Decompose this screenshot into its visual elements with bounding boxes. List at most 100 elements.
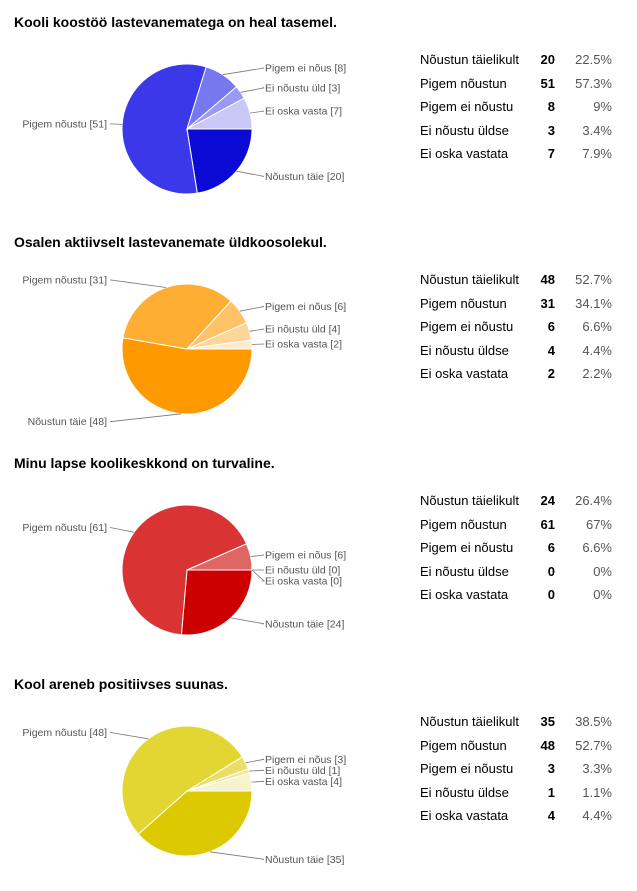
pie-slice-pigem-noustun [121, 63, 207, 195]
stats-table: Nõustun täielikult 24 26.4% Pigem nõustun 6… [420, 489, 612, 607]
answer-label: Pigem ei nõustu [420, 761, 514, 777]
answer-label: Ei oska vastata [420, 587, 509, 603]
answer-percent: 4.4% [582, 808, 612, 824]
answer-count: 0 [547, 563, 555, 579]
answer-label: Ei nõustu üldse [420, 122, 509, 138]
pie-leader-line [249, 110, 265, 114]
pie-slice-noustun-taielikult [186, 128, 253, 194]
stats-row: Ei nõustu üldse 3 3.4% [420, 119, 612, 143]
pie-leader-line [236, 170, 265, 177]
answer-percent: 2.2% [582, 366, 612, 382]
pie-leader-line [109, 527, 135, 533]
stats-row: Pigem nõustun 48 52.7% [420, 734, 612, 758]
pie-chart: Pigem ei nõus [3]Ei nõustu üld [1]Ei osk… [22, 725, 346, 866]
question-title: Osalen aktiivselt lastevanemate üldkooso… [14, 234, 327, 250]
question-block-1: Kooli koostöö lastevanematega on heal ta… [0, 14, 637, 229]
pie-slice-label: Pigem ei nõus [8] [265, 63, 346, 75]
pie-leader-line [240, 87, 265, 93]
question-block-4: Kool areneb positiivses suunas. Pigem ei… [0, 676, 637, 891]
answer-label: Nõustun täielikult [420, 272, 519, 288]
answer-percent: 6.6% [582, 540, 612, 556]
pie-chart: Pigem ei nõus [6] Ei nõustu üld [4] Ei osk… [22, 274, 346, 428]
answer-label: Ei oska vastata [420, 366, 509, 382]
pie-slice-ei-oska-vastata [186, 97, 253, 130]
pie-slice-label: Ei oska vasta [4] [265, 776, 342, 788]
answer-percent: 6.6% [582, 319, 612, 335]
pie-slice-label: Ei nõustu üld [1] [265, 765, 340, 777]
pie-leader-line [239, 306, 265, 312]
stats-row: Nõustun täielikult 48 52.7% [420, 268, 612, 292]
question-title: Minu lapse koolikeskkond on turvaline. [14, 455, 275, 471]
stats-row: Nõustun täielikult 24 26.4% [420, 489, 612, 513]
pie-leader-line [109, 279, 167, 288]
stats-row: Pigem ei nõustu 6 6.6% [420, 536, 612, 560]
stats-row: Ei nõustu üldse 1 1.1% [420, 781, 612, 805]
answer-count: 31 [540, 295, 555, 311]
question-block-3: Minu lapse koolikeskkond on turvaline. P… [0, 455, 637, 670]
answer-label: Pigem nõustun [420, 75, 507, 91]
pie-leader-line [248, 769, 265, 772]
pie-slice-label: Ei oska vasta [7] [265, 106, 342, 118]
pie-slice-label: Pigem nõustu [61] [22, 522, 107, 534]
pie-slice-label: Nõustun täie [20] [265, 171, 344, 183]
answer-count: 6 [547, 540, 555, 556]
stats-table: Nõustun täielikult 20 22.5% Pigem nõustun 5… [420, 48, 612, 166]
stats-table: Nõustun täielikult 48 52.7% Pigem nõustun 3… [420, 268, 612, 386]
stats-row: Ei nõustu üldse 4 4.4% [420, 339, 612, 363]
pie-slice-label: Pigem ei nõus [6] [265, 301, 346, 313]
pie-slice-noustun-taielikult [121, 337, 253, 415]
stats-row: Pigem nõustun 31 34.1% [420, 292, 612, 316]
answer-count: 35 [540, 714, 555, 730]
pie-slice-label: Pigem nõustu [51] [22, 118, 107, 130]
stats-row: Ei oska vastata 0 0% [420, 583, 612, 607]
answer-count: 7 [547, 146, 555, 162]
stats-row: Pigem ei nõustu 3 3.3% [420, 757, 612, 781]
pie-slice-label: Nõustun täie [48] [28, 416, 107, 428]
pie-slice-label: Nõustun täie [24] [265, 618, 344, 630]
stats-row: Pigem ei nõustu 6 6.6% [420, 315, 612, 339]
answer-count: 4 [547, 808, 555, 824]
pie-leader-line [245, 758, 265, 764]
answer-percent: 67% [585, 516, 612, 532]
question-title: Kool areneb positiivses suunas. [14, 676, 228, 692]
answer-count: 3 [547, 122, 555, 138]
pie-leader-line [251, 569, 266, 582]
pie-slice-label: Ei nõustu üld [4] [265, 324, 340, 336]
answer-label: Pigem ei nõustu [420, 319, 514, 335]
answer-label: Ei oska vastata [420, 808, 509, 824]
answer-percent: 26.4% [575, 493, 612, 509]
answer-percent: 7.9% [582, 146, 612, 162]
answer-count: 6 [547, 319, 555, 335]
pie-leader-line [222, 67, 265, 76]
answer-label: Pigem ei nõustu [420, 540, 514, 556]
pie-slice-label: Pigem ei nõus [6] [265, 550, 346, 562]
question-title: Kooli koostöö lastevanematega on heal ta… [14, 14, 337, 30]
pie-leader-line [109, 413, 182, 423]
pie-slice-label: Pigem ei nõus [3] [265, 754, 346, 766]
stats-row: Nõustun täielikult 20 22.5% [420, 48, 612, 72]
answer-label: Ei oska vastata [420, 146, 509, 162]
answer-percent: 57.3% [575, 75, 612, 91]
pie-leader-line [209, 851, 265, 860]
stats-row: Nõustun täielikult 35 38.5% [420, 710, 612, 734]
stats-row: Pigem ei nõustu 8 9% [420, 95, 612, 119]
pie-leader-line [251, 780, 265, 783]
pie-slice-ei-oska-vastata [186, 772, 253, 792]
answer-percent: 3.4% [582, 122, 612, 138]
question-block-2: Osalen aktiivselt lastevanemate üldkooso… [0, 234, 637, 449]
answer-label: Nõustun täielikult [420, 493, 519, 509]
pie-leader-line [250, 554, 265, 557]
pie-slice-label: Ei oska vasta [0] [265, 576, 342, 588]
answer-percent: 38.5% [575, 714, 612, 730]
answer-label: Pigem nõustun [420, 737, 507, 753]
stats-row: Ei oska vastata 7 7.9% [420, 142, 612, 166]
answer-percent: 34.1% [575, 295, 612, 311]
stats-row: Pigem nõustun 51 57.3% [420, 72, 612, 96]
stats-table: Nõustun täielikult 35 38.5% Pigem nõustun 4… [420, 710, 612, 828]
answer-count: 61 [540, 516, 555, 532]
answer-label: Ei nõustu üldse [420, 563, 509, 579]
pie-slice-pigem-noustun [121, 504, 248, 636]
answer-count: 48 [540, 737, 555, 753]
answer-percent: 0% [593, 563, 612, 579]
answer-percent: 52.7% [575, 737, 612, 753]
